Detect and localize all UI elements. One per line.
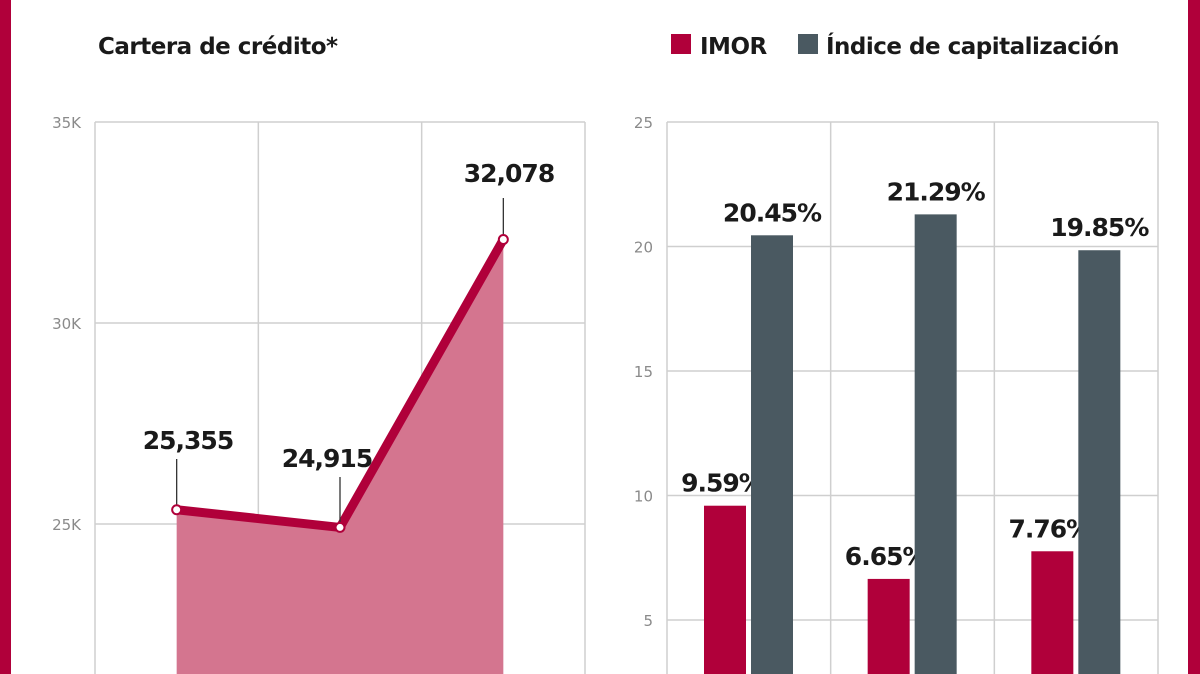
legend-swatch-imor: [671, 34, 691, 54]
data-label: 24,915: [282, 444, 372, 473]
bar-imor: [867, 578, 910, 674]
y-tick-label: 15: [634, 363, 653, 381]
legend-label-imor: IMOR: [700, 34, 767, 60]
bar-imor: [1031, 551, 1074, 674]
left-border: [0, 0, 11, 674]
bar-capitalizacion: [914, 214, 957, 674]
data-point: [334, 521, 346, 533]
y-tick-label: 30K: [52, 315, 82, 333]
area-fill: [176, 239, 504, 674]
y-tick-label: 5: [643, 612, 653, 630]
legend: IMOR Índice de capitalización: [671, 32, 1119, 60]
data-label: 32,078: [464, 159, 554, 188]
bar-capitalizacion: [751, 235, 793, 674]
bar-capitalizacion: [1078, 250, 1121, 674]
data-label: 21.29%: [887, 177, 986, 206]
chart-title: Cartera de crédito*: [98, 34, 338, 60]
data-label: 20.45%: [723, 198, 822, 227]
y-tick-label: 10: [634, 488, 653, 506]
legend-label-capitalizacion: Índice de capitalización: [826, 32, 1119, 60]
y-tick-label: 25: [634, 114, 653, 132]
data-point: [497, 233, 509, 245]
data-label: 6.65%: [845, 542, 928, 571]
data-point: [171, 504, 183, 516]
data-label: 25,355: [143, 426, 233, 455]
y-tick-label: 20: [634, 239, 653, 257]
bar-imor: [704, 505, 746, 674]
data-label: 7.76%: [1008, 514, 1091, 543]
legend-swatch-capitalizacion: [798, 34, 818, 54]
right-border: [1188, 0, 1200, 674]
data-label: 9.59%: [681, 469, 764, 498]
y-tick-label: 35K: [52, 114, 82, 132]
data-label: 19.85%: [1050, 213, 1149, 242]
y-tick-label: 25K: [52, 516, 82, 534]
